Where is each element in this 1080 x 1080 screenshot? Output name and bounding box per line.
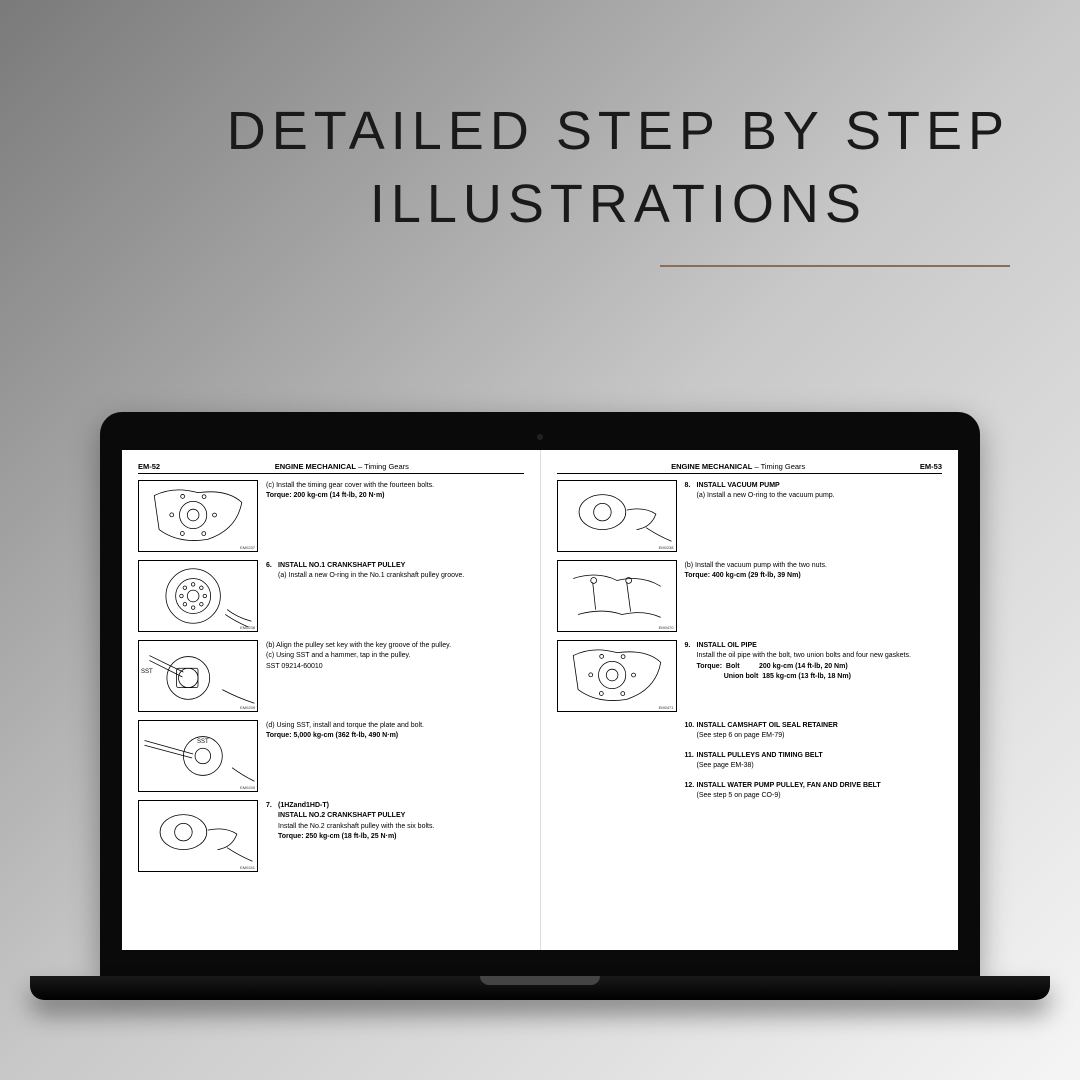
step-text: (b) Install the vacuum pump with the two… [685,560,943,582]
page-header: ENGINE MECHANICAL – Timing GearsEM-53 [557,462,943,474]
step-text: 10.INSTALL CAMSHAFT OIL SEAL RETAINER(Se… [685,720,943,742]
step-text: 6.INSTALL NO.1 CRANKSHAFT PULLEY(a) Inst… [266,560,524,582]
laptop-base [30,976,1050,1000]
manual-step: (b) Install the vacuum pump with the two… [557,560,943,632]
step-text: (c) Install the timing gear cover with t… [266,480,524,502]
manual-step: (c) Install the timing gear cover with t… [138,480,524,552]
step-text: (b) Align the pulley set key with the ke… [266,640,524,672]
step-text: 8.INSTALL VACUUM PUMP(a) Install a new O… [685,480,943,502]
manual-page-right: ENGINE MECHANICAL – Timing GearsEM-53 8.I… [540,450,959,950]
illustration: SST [138,640,258,712]
step-text: 7.(1HZand1HD-T)INSTALL NO.2 CRANKSHAFT P… [266,800,524,843]
manual-step: 10.INSTALL CAMSHAFT OIL SEAL RETAINER(Se… [557,720,943,742]
manual-step: 8.INSTALL VACUUM PUMP(a) Install a new O… [557,480,943,552]
laptop-screen: EM-52ENGINE MECHANICAL – Timing Gears (c)… [122,450,958,950]
laptop-bezel: EM-52ENGINE MECHANICAL – Timing Gears (c)… [100,412,980,976]
page-header: EM-52ENGINE MECHANICAL – Timing Gears [138,462,524,474]
illustration [557,560,677,632]
heading-block: DETAILED STEP BY STEP ILLUSTRATIONS [227,95,1010,267]
manual-step: 9.INSTALL OIL PIPEInstall the oil pipe w… [557,640,943,712]
illustration: SST [138,720,258,792]
manual-step: SST(b) Align the pulley set key with the… [138,640,524,712]
heading-text: DETAILED STEP BY STEP ILLUSTRATIONS [227,95,1010,241]
illustration [138,800,258,872]
illustration [138,480,258,552]
manual-step: 7.(1HZand1HD-T)INSTALL NO.2 CRANKSHAFT P… [138,800,524,872]
illustration [557,480,677,552]
illustration [138,560,258,632]
laptop-mockup: EM-52ENGINE MECHANICAL – Timing Gears (c)… [100,412,980,1000]
camera-icon [537,434,543,440]
step-text: (d) Using SST, install and torque the pl… [266,720,524,742]
illustration [557,640,677,712]
step-text: 12.INSTALL WATER PUMP PULLEY, FAN AND DR… [685,780,943,802]
step-text: 11.INSTALL PULLEYS AND TIMING BELT(See p… [685,750,943,772]
heading-line1: DETAILED STEP BY STEP [227,101,1010,161]
manual-page-left: EM-52ENGINE MECHANICAL – Timing Gears (c)… [122,450,540,950]
manual-step: 6.INSTALL NO.1 CRANKSHAFT PULLEY(a) Inst… [138,560,524,632]
manual-step: 12.INSTALL WATER PUMP PULLEY, FAN AND DR… [557,780,943,802]
manual-step: 11.INSTALL PULLEYS AND TIMING BELT(See p… [557,750,943,772]
manual-step: SST (d) Using SST, install and torque the… [138,720,524,792]
heading-underline [660,265,1010,267]
heading-line2: ILLUSTRATIONS [370,174,867,234]
step-text: 9.INSTALL OIL PIPEInstall the oil pipe w… [685,640,943,683]
trackpad-notch [480,976,600,985]
